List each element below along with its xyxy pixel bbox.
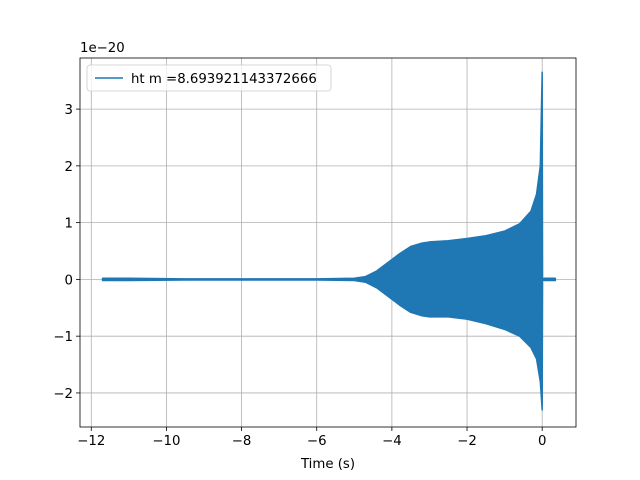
x-tick-label: −2 (457, 434, 477, 449)
y-tick-label: 2 (65, 160, 73, 175)
y-tick-label: −2 (53, 387, 73, 402)
x-axis: −12 −10 −8 −6 −4 −2 0 (77, 427, 546, 449)
y-offset-text: 1e−20 (80, 41, 125, 56)
x-tick-label: 0 (538, 434, 546, 449)
y-tick-label: 1 (65, 217, 73, 232)
x-tick-label: −6 (307, 434, 327, 449)
plot-frame (79, 57, 577, 428)
x-tick-label: −10 (152, 434, 180, 449)
x-tick-label: −4 (382, 434, 402, 449)
x-axis-label: Time (s) (300, 457, 355, 472)
y-tick-label: −1 (53, 330, 73, 345)
y-tick-label: 0 (65, 273, 73, 288)
y-axis: −2 −1 0 1 2 3 (53, 103, 80, 402)
y-tick-label: 3 (65, 103, 73, 118)
legend-box (86, 64, 332, 92)
legend-label: ht m =8.693921143372666 (131, 72, 317, 87)
legend: ht m =8.693921143372666 (86, 64, 332, 92)
waveform-series (101, 71, 557, 411)
x-tick-label: −12 (77, 434, 105, 449)
series-layer (101, 71, 557, 411)
x-tick-label: −8 (232, 434, 252, 449)
